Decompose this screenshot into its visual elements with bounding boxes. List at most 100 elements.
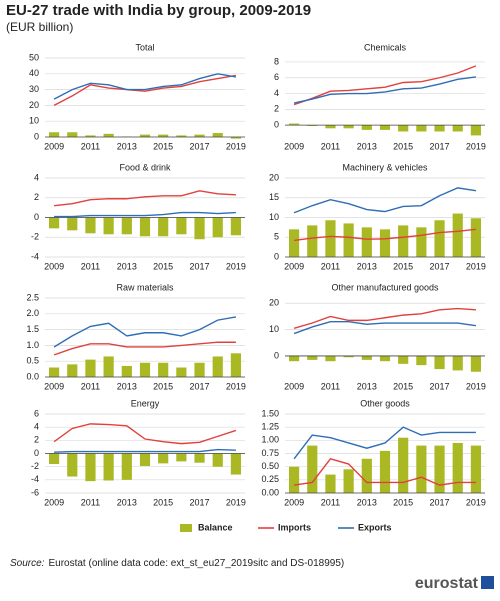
bar [307, 225, 318, 257]
bar [194, 134, 205, 137]
line [293, 307, 476, 329]
line [54, 190, 236, 207]
x-tick-label: 2015 [393, 261, 413, 271]
title: EU-27 trade with India by group, 2009-20… [6, 2, 311, 19]
x-tick-label: 2013 [117, 497, 137, 507]
y-tick-label: 8 [274, 56, 279, 66]
bar [139, 134, 151, 137]
bar [325, 474, 336, 493]
bar [289, 466, 300, 493]
y-tick-label: 0 [274, 350, 279, 360]
bar [85, 217, 96, 234]
y-tick-label: 0.5 [26, 356, 39, 366]
bar [343, 355, 354, 358]
y-tick-label: 40 [29, 68, 39, 78]
bar [325, 125, 336, 129]
panel-title: Other goods [360, 398, 410, 408]
panel-title: Energy [131, 398, 160, 408]
line [293, 65, 477, 106]
source: Source: Eurostat (online data code: ext_s… [10, 558, 344, 569]
line [293, 187, 477, 214]
bar [121, 217, 132, 235]
x-tick-label: 2015 [393, 497, 413, 507]
x-tick-label: 2009 [44, 261, 64, 271]
y-tick-label: 2 [34, 192, 39, 202]
bar [434, 125, 445, 132]
bar [325, 220, 336, 257]
bar [85, 359, 96, 377]
x-tick-label: 2017 [430, 141, 450, 151]
x-tick-label: 2017 [190, 497, 210, 507]
bar [361, 125, 372, 130]
bar [416, 125, 427, 132]
source-label: Source: [10, 558, 45, 569]
bar [49, 217, 60, 229]
line [54, 211, 236, 218]
x-tick-label: 2015 [393, 381, 413, 391]
bar [230, 353, 241, 377]
bar [176, 217, 187, 235]
bar [398, 355, 409, 364]
bar [121, 453, 132, 480]
y-tick-label: -4 [31, 251, 39, 261]
bar [416, 355, 427, 366]
bar [212, 356, 223, 377]
y-tick-label: 10 [29, 116, 39, 126]
x-tick-label: 2015 [153, 141, 173, 151]
y-tick-label: 0.25 [261, 474, 279, 484]
bar [103, 133, 114, 137]
legend-label: Balance [198, 522, 233, 532]
x-tick-label: 2009 [284, 261, 304, 271]
line [53, 423, 237, 445]
bar [158, 217, 169, 237]
y-tick-label: 0.0 [26, 371, 39, 381]
y-tick-label: 0.50 [261, 461, 279, 471]
panel-title: Machinery & vehicles [342, 162, 428, 172]
bar [139, 217, 151, 237]
x-tick-label: 2017 [190, 261, 210, 271]
x-tick-label: 2011 [321, 497, 340, 507]
bar [398, 125, 409, 132]
x-tick-label: 2013 [357, 261, 377, 271]
x-tick-label: 2019 [226, 497, 246, 507]
x-tick-label: 2017 [190, 381, 210, 391]
bar [49, 367, 60, 377]
line [53, 74, 237, 107]
bar [212, 133, 223, 137]
x-tick-label: 2015 [153, 497, 173, 507]
bar [379, 450, 391, 493]
y-tick-label: 2.0 [26, 308, 39, 318]
bar [470, 218, 481, 257]
x-tick-label: 2019 [226, 141, 246, 151]
bar [361, 355, 372, 360]
bar [416, 227, 427, 257]
y-tick-label: 30 [29, 84, 39, 94]
y-tick-label: 0 [34, 212, 39, 222]
bar [230, 453, 241, 475]
bar [194, 217, 205, 240]
panel-title: Total [135, 42, 154, 52]
line [293, 457, 476, 486]
x-tick-label: 2019 [466, 381, 486, 391]
y-tick-label: 1.0 [26, 340, 39, 350]
bar [361, 458, 372, 493]
bar [158, 453, 169, 464]
legend-label: Exports [358, 522, 392, 532]
panel-title: Food & drink [119, 162, 171, 172]
y-tick-label: 0.00 [261, 487, 279, 497]
y-tick-label: 0 [274, 120, 279, 130]
line [54, 448, 236, 453]
bar [85, 135, 96, 137]
x-tick-label: 2019 [226, 381, 246, 391]
x-tick-label: 2013 [117, 261, 137, 271]
x-tick-label: 2009 [284, 141, 304, 151]
x-tick-label: 2011 [321, 141, 340, 151]
y-tick-label: -6 [31, 487, 39, 497]
bar [289, 123, 300, 126]
y-tick-label: 4 [274, 88, 279, 98]
y-tick-label: 1.50 [261, 408, 279, 418]
bar [230, 137, 241, 139]
y-tick-label: 20 [29, 100, 39, 110]
x-tick-label: 2015 [393, 141, 413, 151]
